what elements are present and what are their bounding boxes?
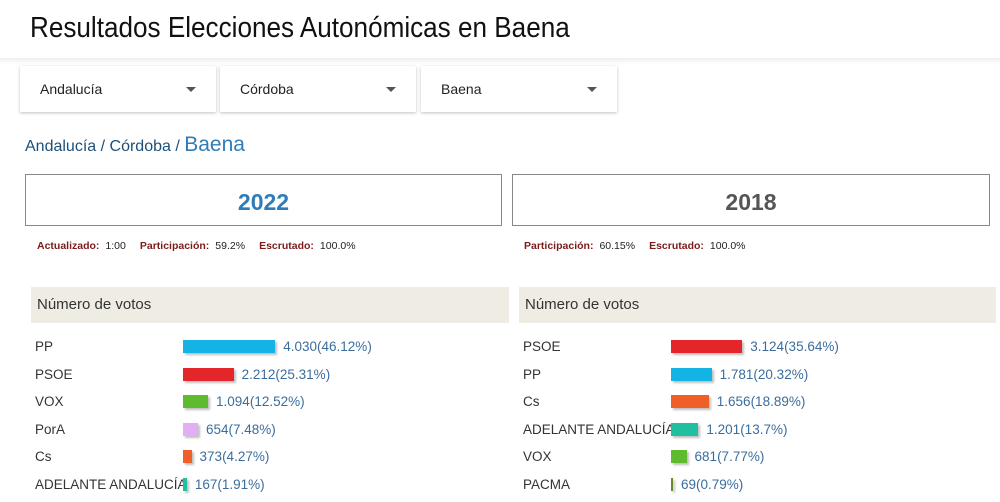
party-bar — [183, 395, 209, 408]
votes-count: 1.656 — [716, 394, 751, 409]
party-votes: 1.201(13.7%) — [706, 422, 787, 437]
party-name: ADELANTE ANDALUCÍA — [35, 476, 187, 492]
meta-label: Escrutado: — [259, 240, 314, 252]
votes-pct: (12.52%) — [249, 394, 305, 409]
page-title: Resultados Elecciones Autonómicas en Bae… — [30, 12, 570, 44]
votes-pct: (7.48%) — [228, 421, 276, 437]
votes-pct: (13.7%) — [740, 421, 788, 437]
year-2022-tab[interactable]: 2022 — [25, 174, 502, 226]
party-bar — [671, 395, 709, 408]
meta-value: 100.0% — [709, 240, 746, 252]
party-votes: 69(0.79%) — [681, 477, 743, 492]
party-name: PSOE — [35, 366, 73, 382]
breadcrumb: Andalucía / Córdoba / Baena — [25, 133, 245, 157]
votes-count: 1.094 — [216, 394, 250, 409]
breadcrumb-province[interactable]: Córdoba — [109, 138, 171, 155]
party-votes: 681(7.77%) — [695, 449, 765, 464]
meta-label: Actualizado: — [37, 240, 100, 252]
votes-count: 654 — [205, 421, 229, 437]
meta-value: 60.15% — [599, 240, 636, 252]
year-2018-tab[interactable]: 2018 — [512, 174, 990, 226]
party-name: PACMA — [523, 476, 571, 492]
party-bar — [671, 450, 687, 463]
votes-count: 373 — [199, 449, 223, 464]
party-votes: 1.656(18.89%) — [717, 394, 806, 409]
party-bar — [671, 367, 712, 381]
election-meta: Actualizado: 1:00 Participación: 59.2% Escru… — [37, 240, 370, 252]
votes-header: Número de votos — [31, 287, 509, 323]
party-name: VOX — [523, 449, 552, 464]
party-name: PSOE — [523, 339, 561, 354]
region-select[interactable]: Andalucía — [20, 66, 216, 112]
votes-count: 69 — [681, 476, 697, 492]
party-votes: 654(7.48%) — [206, 422, 276, 437]
province-select-value: Córdoba — [240, 81, 294, 97]
divider — [0, 58, 1000, 64]
breadcrumb-separator: / — [170, 138, 185, 155]
party-name: PP — [523, 366, 542, 382]
year-label: 2022 — [237, 189, 290, 215]
party-name: Cs — [35, 449, 52, 464]
party-bar — [183, 422, 198, 436]
party-name: PorA — [35, 421, 66, 437]
chevron-down-icon — [186, 87, 196, 92]
votes-pct: (20.32%) — [753, 366, 809, 382]
votes-pct: (7.77%) — [717, 449, 765, 464]
party-votes: 3.124(35.64%) — [750, 339, 839, 354]
votes-pct: (1.91%) — [217, 476, 265, 492]
meta-value: 1:00 — [105, 240, 126, 252]
breadcrumb-region[interactable]: Andalucía — [25, 138, 97, 155]
votes-count: 3.124 — [750, 339, 785, 354]
party-votes: 2.212(25.31%) — [242, 367, 331, 382]
party-bar — [671, 340, 743, 353]
votes-count: 681 — [694, 449, 718, 464]
votes-count: 4.030 — [283, 339, 318, 354]
meta-label: Participación: — [524, 240, 594, 252]
votes-pct: (46.12%) — [317, 339, 372, 354]
meta-label: Escrutado: — [649, 240, 704, 252]
party-name: Cs — [523, 394, 540, 409]
party-name: ADELANTE ANDALUCÍA — [523, 421, 675, 437]
votes-pct: (0.79%) — [696, 476, 744, 492]
party-bar — [183, 477, 187, 491]
votes-pct: (18.89%) — [750, 394, 806, 409]
municipality-select[interactable]: Baena — [421, 66, 617, 112]
votes-pct: (35.64%) — [784, 339, 839, 354]
chevron-down-icon — [386, 87, 396, 92]
party-bar — [183, 340, 276, 353]
breadcrumb-separator: / — [96, 138, 110, 155]
votes-pct: (4.27%) — [222, 449, 270, 464]
chevron-down-icon — [587, 87, 597, 92]
votes-count: 1.781 — [719, 366, 754, 382]
votes-header: Número de votos — [519, 287, 996, 323]
party-votes: 4.030(46.12%) — [283, 339, 372, 354]
party-bar — [183, 367, 234, 381]
meta-value: 100.0% — [319, 240, 356, 252]
party-bar — [671, 422, 699, 436]
votes-pct: (25.31%) — [275, 366, 331, 382]
province-select[interactable]: Córdoba — [220, 66, 416, 112]
votes-count: 1.201 — [706, 421, 741, 437]
party-votes: 167(1.91%) — [195, 477, 265, 492]
votes-count: 2.212 — [241, 366, 276, 382]
year-label: 2018 — [725, 189, 777, 215]
municipality-select-value: Baena — [441, 81, 482, 97]
breadcrumb-current: Baena — [184, 133, 245, 156]
party-votes: 1.094(12.52%) — [216, 394, 305, 409]
party-bar — [671, 477, 673, 491]
party-votes: 1.781(20.32%) — [720, 367, 809, 382]
region-select-value: Andalucía — [40, 81, 103, 97]
votes-count: 167 — [194, 476, 218, 492]
party-votes: 373(4.27%) — [200, 449, 270, 464]
party-name: VOX — [35, 394, 64, 409]
meta-value: 59.2% — [215, 240, 246, 252]
meta-label: Participación: — [139, 240, 210, 252]
party-bar — [183, 450, 192, 463]
election-meta: Participación: 60.15% Escrutado: 100.0% — [524, 240, 760, 252]
party-name: PP — [35, 339, 54, 354]
